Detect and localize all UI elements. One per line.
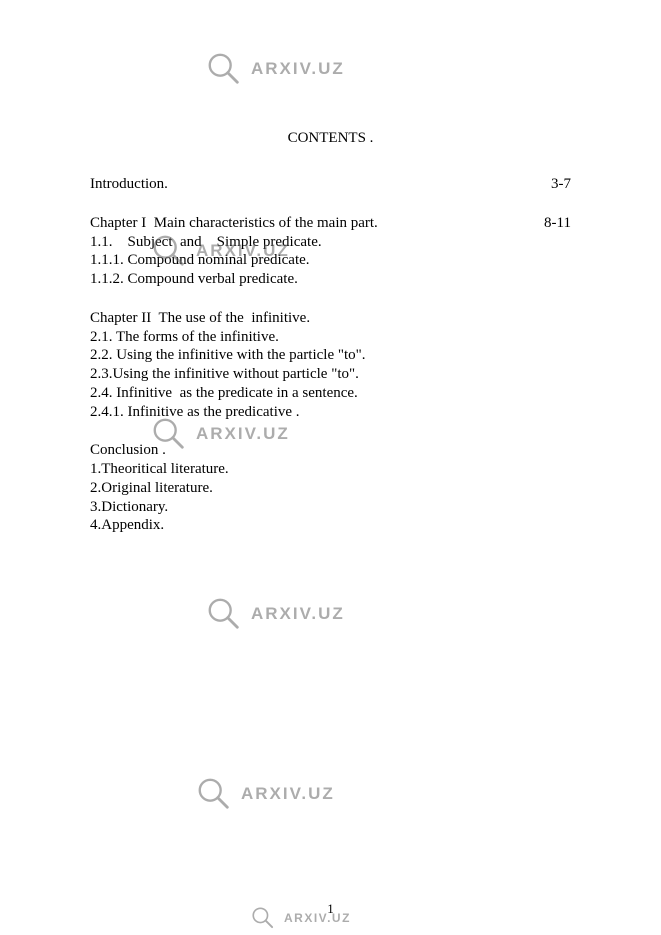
chapter1-item: 1.1. Subject and Simple predicate.: [90, 233, 571, 252]
page: ARXIV.UZ ARXIV.UZ ARXIV.UZ ARXIV.UZ ARXI…: [0, 0, 661, 935]
magnifier-icon: [205, 50, 243, 88]
chapter1-heading: Chapter I Main characteristics of the ma…: [90, 214, 524, 233]
watermark-text: ARXIV.UZ: [251, 604, 345, 624]
watermark-text: ARXIV.UZ: [251, 59, 345, 79]
chapter2-block: Chapter II The use of the infinitive. 2.…: [90, 309, 571, 422]
chapter2-heading: Chapter II The use of the infinitive.: [90, 309, 571, 328]
magnifier-icon: [205, 595, 243, 633]
intro-row: Introduction. 3-7: [90, 175, 571, 194]
chapter1-item: 1.1.1. Compound nominal predicate.: [90, 251, 571, 270]
conclusion-item: 2.Original literature.: [90, 479, 571, 498]
chapter1-block: Chapter I Main characteristics of the ma…: [90, 214, 571, 289]
conclusion-item: 3.Dictionary.: [90, 498, 571, 517]
chapter2-item: 2.3.Using the infinitive without particl…: [90, 365, 571, 384]
watermark: ARXIV.UZ: [205, 595, 345, 633]
chapter2-item: 2.1. The forms of the infinitive.: [90, 328, 571, 347]
intro-block: Introduction. 3-7: [90, 175, 571, 194]
chapter1-pages: 8-11: [524, 214, 571, 233]
chapter1-item: 1.1.2. Compound verbal predicate.: [90, 270, 571, 289]
watermark: ARXIV.UZ: [195, 775, 335, 813]
page-number: 1: [0, 901, 661, 917]
watermark-text: ARXIV.UZ: [241, 784, 335, 804]
magnifier-icon: [195, 775, 233, 813]
conclusion-item: 1.Theoritical literature.: [90, 460, 571, 479]
chapter2-item: 2.4.1. Infinitive as the predicative .: [90, 403, 571, 422]
watermark: ARXIV.UZ: [205, 50, 345, 88]
conclusion-heading: Conclusion .: [90, 441, 571, 460]
chapter2-item: 2.4. Infinitive as the predicate in a se…: [90, 384, 571, 403]
intro-pages: 3-7: [531, 175, 571, 194]
chapter1-heading-row: Chapter I Main characteristics of the ma…: [90, 214, 571, 233]
conclusion-block: Conclusion . 1.Theoritical literature. 2…: [90, 441, 571, 535]
intro-label: Introduction.: [90, 175, 531, 194]
chapter2-item: 2.2. Using the infinitive with the parti…: [90, 346, 571, 365]
contents-title: CONTENTS .: [90, 130, 571, 147]
conclusion-item: 4.Appendix.: [90, 516, 571, 535]
